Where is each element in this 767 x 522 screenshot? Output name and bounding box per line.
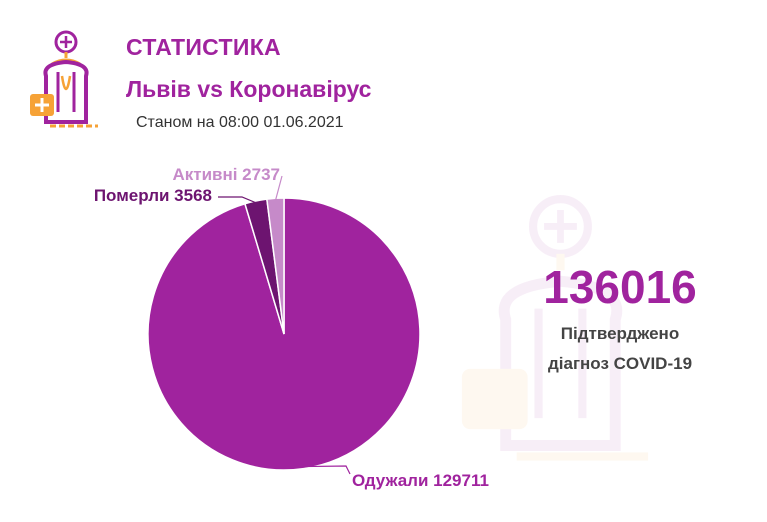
slice-label-1: Померли 3568 <box>94 186 212 205</box>
slice-label-2: Активні 2737 <box>172 165 280 184</box>
leader-line-1 <box>218 196 257 204</box>
doctor-watermark-icon <box>461 194 649 461</box>
pie-slice-2 <box>266 197 285 335</box>
total-caption-line2: діагноз COVID-19 <box>547 354 693 373</box>
doctor-logo-icon <box>30 30 98 128</box>
leader-line-2 <box>274 175 283 201</box>
date-label: Станом на 08:00 01.06.2021 <box>136 114 344 131</box>
page-subtitle: Львів vs Коронавірус <box>126 76 372 102</box>
total-caption-line1: Підтверджено <box>560 324 680 343</box>
total-cases: 136016 <box>543 261 697 313</box>
slice-label-0: Одужали 129711 <box>352 471 489 490</box>
leader-line-0 <box>303 465 351 475</box>
page-title: СТАТИСТИКА <box>126 34 281 60</box>
